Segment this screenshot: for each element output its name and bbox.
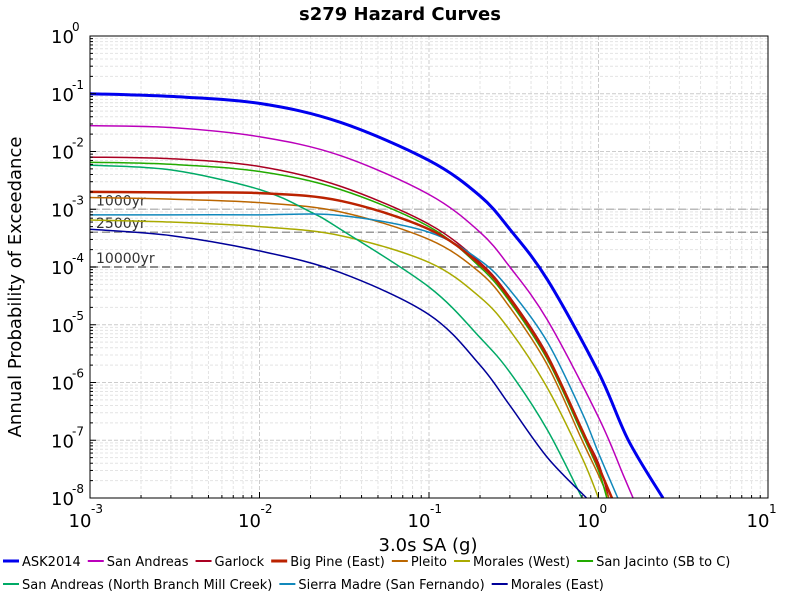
y-tick-label-exponent: -6 xyxy=(72,367,84,381)
x-tick-label-base: 10 xyxy=(747,511,770,532)
y-tick-label-base: 10 xyxy=(51,85,74,106)
series-line-5 xyxy=(90,219,600,498)
y-tick-label-exponent: -5 xyxy=(72,309,84,323)
y-axis-label: Annual Probability of Exceedance xyxy=(5,137,26,438)
legend-label-9: Morales (East) xyxy=(511,578,604,593)
axis-ticks xyxy=(89,35,769,499)
legend: ASK2014 San Andreas Garlock Big Pine (East)… xyxy=(3,555,730,593)
series-line-8 xyxy=(90,213,619,498)
legend-label-6: San Jacinto (SB to C) xyxy=(596,555,730,570)
y-tick-label-exponent: -3 xyxy=(72,193,84,207)
legend-label-8: Sierra Madre (San Fernando) xyxy=(298,578,484,593)
y-tick-label-base: 10 xyxy=(51,258,74,279)
x-tick-label-base: 10 xyxy=(408,511,431,532)
x-tick-label-base: 10 xyxy=(577,511,600,532)
x-tick-label-exponent: -2 xyxy=(261,502,273,516)
legend-label-7: San Andreas (North Branch Mill Creek) xyxy=(22,578,272,593)
series-line-0 xyxy=(90,92,665,498)
y-tick-label-base: 10 xyxy=(51,374,74,395)
series-line-6 xyxy=(90,161,608,498)
y-tick-label-base: 10 xyxy=(51,316,74,337)
ref-label-1000yr: 1000yr xyxy=(96,193,146,209)
legend-label-2: Garlock xyxy=(215,555,265,570)
x-tick-label-base: 10 xyxy=(69,511,92,532)
x-tick-label-exponent: 1 xyxy=(769,502,777,516)
y-tick-label-exponent: -7 xyxy=(72,424,84,438)
x-tick-label-base: 10 xyxy=(238,511,261,532)
y-tick-label-base: 10 xyxy=(51,431,74,452)
y-tick-label-exponent: 0 xyxy=(72,20,80,34)
hazard-curves xyxy=(90,92,665,498)
legend-label-1: San Andreas xyxy=(107,555,189,570)
ref-label-10000yr: 10000yr xyxy=(96,251,155,267)
legend-label-5: Morales (West) xyxy=(473,555,570,570)
chart-title: s279 Hazard Curves xyxy=(299,4,501,25)
legend-label-3: Big Pine (East) xyxy=(290,555,385,570)
x-tick-label-exponent: -3 xyxy=(91,502,103,516)
y-tick-label-exponent: -1 xyxy=(72,78,84,92)
y-tick-label-base: 10 xyxy=(51,489,74,510)
legend-label-4: Pleito xyxy=(411,555,447,570)
y-tick-label-exponent: -2 xyxy=(72,136,84,150)
series-line-9 xyxy=(90,228,588,498)
x-tick-label-exponent: 0 xyxy=(600,502,608,516)
y-tick-label-base: 10 xyxy=(51,200,74,221)
y-tick-label-base: 10 xyxy=(51,27,74,48)
series-line-1 xyxy=(90,124,634,498)
series-line-4 xyxy=(90,196,610,498)
series-line-7 xyxy=(90,164,583,498)
x-axis-label: 3.0s SA (g) xyxy=(379,535,478,556)
y-tick-label-base: 10 xyxy=(51,143,74,164)
y-tick-label-exponent: -4 xyxy=(72,251,84,265)
series-line-3 xyxy=(90,190,614,498)
legend-label-0: ASK2014 xyxy=(22,555,81,570)
x-tick-label-exponent: -1 xyxy=(430,502,442,516)
y-tick-label-exponent: -8 xyxy=(72,482,84,496)
